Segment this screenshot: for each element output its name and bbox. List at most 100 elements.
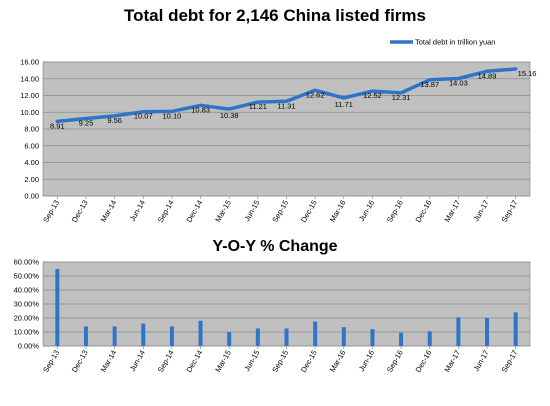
data-label: 10.10: [163, 111, 182, 120]
x-tick-label: Jun-17: [471, 199, 490, 223]
data-point: [485, 70, 489, 73]
x-tick-label: Mar-17: [442, 199, 462, 224]
bar: [284, 328, 289, 346]
x-tick-label: Dec-14: [184, 349, 204, 374]
bar: [456, 317, 461, 346]
bar: [255, 328, 260, 346]
bar: [427, 331, 432, 346]
bar: [198, 320, 203, 346]
x-tick-label: Sep-16: [385, 199, 405, 224]
x-tick-label: Sep-13: [41, 349, 61, 374]
y-tick-label: 10.00: [20, 108, 39, 117]
data-label: 11.21: [249, 102, 267, 111]
x-tick-label: Jun-15: [242, 349, 261, 373]
bar: [141, 323, 146, 346]
y-tick-label: 60.00%: [14, 258, 40, 267]
x-tick-label: Mar-15: [213, 349, 233, 374]
data-label: 12.62: [306, 90, 325, 99]
data-label: 13.87: [420, 80, 439, 89]
data-point: [56, 120, 59, 123]
debt-line-chart: 0.00 2.00 4.00 6.00 8.00 10.00 12.00 14.00 16.00…: [20, 38, 537, 224]
y-tick-label: 2.00: [24, 175, 39, 184]
y-tick-label: 30.00%: [14, 300, 40, 309]
x-tick-label: Sep-17: [500, 199, 520, 224]
data-label: 14.89: [478, 71, 497, 80]
bar: [341, 327, 346, 346]
x-tick-label: Dec-13: [70, 199, 90, 224]
y-tick-label: 20.00%: [14, 314, 40, 323]
bar: [112, 326, 117, 346]
data-point: [342, 96, 345, 100]
y-tick-label: 0.00%: [18, 342, 40, 351]
x-tick-label: Jun-14: [128, 199, 147, 223]
x-tick-label: Sep-15: [270, 349, 290, 374]
data-point: [142, 110, 145, 113]
x-tick-label: Jun-14: [128, 349, 147, 373]
data-label: 10.83: [191, 105, 210, 114]
y-tick-label: 16.00: [20, 58, 39, 67]
x-tick-label: Mar-16: [328, 199, 348, 224]
data-label: 10.38: [220, 111, 239, 120]
data-point: [457, 77, 460, 80]
x-tick-label: Jun-15: [242, 199, 261, 223]
data-label: 12.52: [363, 91, 382, 100]
y-tick-label: 10.00%: [14, 328, 40, 337]
bar: [169, 326, 174, 346]
x-tick-label: Mar-15: [213, 199, 233, 224]
legend-label: Total debt in trillion yuan: [415, 38, 495, 47]
x-tick-label: Dec-16: [414, 349, 434, 374]
chart-title-debt: Total debt for 2,146 China listed firms: [124, 6, 426, 25]
y-tick-label: 40.00%: [14, 286, 40, 295]
plot-area: [42, 261, 531, 347]
bar: [55, 269, 60, 346]
x-tick-label: Sep-14: [156, 349, 176, 374]
data-point: [428, 78, 431, 82]
bar: [83, 326, 88, 346]
x-tick-label: Jun-17: [471, 349, 490, 373]
x-tick-label: Dec-15: [299, 199, 319, 224]
x-tick-label: Jun-16: [357, 199, 376, 223]
data-point: [371, 89, 374, 93]
data-point: [199, 104, 202, 107]
x-tick-label: Sep-17: [500, 349, 520, 374]
x-tick-label: Dec-13: [70, 349, 90, 374]
data-label: 11.71: [335, 100, 353, 109]
data-label: 9.56: [107, 116, 122, 125]
x-tick-label: Dec-16: [414, 199, 434, 224]
data-point: [256, 100, 260, 104]
y-tick-label: 50.00%: [14, 272, 40, 281]
chart-title-yoy: Y-O-Y % Change: [212, 238, 338, 255]
data-point: [113, 114, 116, 118]
data-label: 15.16: [518, 69, 537, 78]
y-tick-label: 4.00: [24, 158, 39, 167]
data-point: [313, 89, 317, 92]
data-label: 9.25: [79, 119, 94, 128]
bar: [513, 312, 518, 346]
y-tick-label: 12.00: [20, 91, 39, 100]
x-tick-label: Sep-15: [270, 199, 290, 224]
x-tick-label: Sep-16: [385, 349, 405, 374]
x-tick-label: Mar-17: [442, 349, 462, 374]
data-label: 14.03: [449, 78, 468, 87]
x-tick-label: Jun-16: [357, 349, 376, 373]
data-label: 8.91: [50, 121, 65, 130]
y-tick-label: 8.00: [24, 125, 39, 134]
bar: [313, 321, 318, 346]
x-tick-label: Dec-15: [299, 349, 319, 374]
bar: [485, 318, 490, 346]
data-point: [514, 67, 517, 71]
x-tick-label: Dec-14: [184, 199, 204, 224]
data-label: 10.07: [134, 112, 153, 121]
x-tick-label: Sep-14: [156, 199, 176, 224]
x-tick-label: Sep-13: [41, 199, 61, 224]
x-tick-label: Mar-16: [328, 349, 348, 374]
bar: [399, 332, 404, 346]
data-point: [285, 100, 288, 103]
y-tick-label: 6.00: [24, 141, 39, 150]
x-tick-label: Mar-14: [99, 199, 119, 224]
y-tick-label: 14.00: [20, 74, 39, 83]
data-point: [228, 107, 231, 111]
bar: [370, 329, 375, 346]
data-point: [84, 117, 88, 120]
data-label: 12.31: [392, 93, 411, 102]
